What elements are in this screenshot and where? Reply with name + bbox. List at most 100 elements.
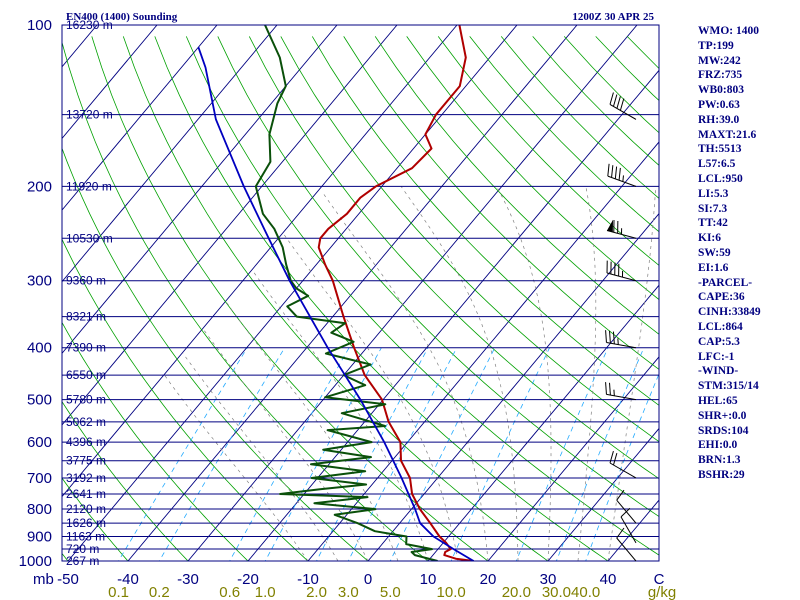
chart-time: 1200Z 30 APR 25: [572, 11, 654, 23]
index-item: HEL:65: [698, 394, 738, 407]
index-item: SHR+:0.0: [698, 409, 747, 422]
mixing-ratio-line: [515, 347, 609, 561]
index-item: SRDS:104: [698, 424, 749, 437]
index-item: RH:39.0: [698, 113, 740, 126]
wind-barb-staff: [620, 516, 637, 544]
isotherm-line: [307, 141, 659, 561]
pressure-tick-label: 800: [27, 501, 52, 518]
index-item: KI:6: [698, 232, 721, 245]
wind-barb: [620, 507, 637, 544]
isotherm-line: [487, 356, 659, 561]
index-item: TH:5513: [698, 143, 742, 156]
isotherm-line: [367, 212, 659, 561]
moist-adiabat-line: [253, 272, 429, 561]
wind-barb: [616, 527, 637, 562]
wind-barb-feather: [605, 382, 607, 395]
wind-barb: [609, 92, 637, 120]
index-item: SI:7.3: [698, 202, 728, 215]
mixing-ratio-line: [158, 347, 286, 561]
dry-adiabat-line: [62, 321, 249, 561]
wind-barb-feather: [614, 166, 618, 179]
dry-adiabat-line: [62, 477, 129, 561]
index-item: LCL:864: [698, 320, 743, 333]
mixing-ratio-line: [229, 347, 350, 561]
mixing-ratio-label: 3.0: [338, 584, 359, 600]
dry-adiabat-line: [185, 36, 659, 556]
index-item: TP:199: [698, 39, 734, 52]
temperature-tick-label: -10: [297, 571, 319, 588]
pressure-tick-label: 100: [27, 17, 52, 34]
mixing-ratio-line: [585, 372, 659, 561]
isotherm-line: [127, 25, 578, 561]
height-label: 4396 m: [66, 435, 106, 449]
height-label: 10530 m: [66, 231, 113, 245]
dry-adiabat-line: [62, 147, 369, 561]
index-item: TT:42: [698, 217, 728, 230]
moist-adiabat-line: [164, 374, 309, 561]
mixing-ratio-label: 5.0: [380, 584, 401, 600]
height-label: 3775 m: [66, 454, 106, 468]
wind-barb: [606, 260, 637, 282]
wind-barb-feather: [616, 527, 625, 539]
wind-barb-staff: [606, 272, 637, 282]
mixing-ratio-label: 1.0: [255, 584, 276, 600]
index-item: SW:59: [698, 246, 731, 259]
index-item: -WIND-: [698, 365, 739, 378]
dry-adiabat-line: [122, 36, 549, 561]
height-label: 13720 m: [66, 108, 113, 122]
pressure-tick-label: 600: [27, 434, 52, 451]
index-item: CAPE:36: [698, 291, 745, 304]
moist-adiabat-line: [203, 329, 369, 561]
mixing-ratio-label: 30.0: [542, 584, 571, 600]
index-item: FRZ:735: [698, 69, 743, 82]
index-item: -PARCEL-: [698, 276, 753, 289]
wind-barb-feather: [612, 331, 615, 344]
wind-barb-feather: [613, 94, 618, 107]
height-label: 720 m: [66, 542, 99, 556]
wind-barb-half-feather: [622, 175, 624, 182]
wind-barb-staff: [606, 393, 637, 401]
parcel-trace: [197, 46, 475, 561]
dry-adiabat-line: [280, 36, 659, 443]
wind-barb-feather: [620, 507, 631, 518]
height-label: 5062 m: [66, 415, 106, 429]
isotherm-line: [67, 25, 518, 561]
mixing-ratio-label: 0.2: [149, 584, 170, 600]
temperature-tick-label: -50: [57, 571, 79, 588]
plot-frame: [61, 24, 660, 562]
wind-barb-feather: [618, 167, 621, 181]
mixing-ratio-label: 10.0: [437, 584, 466, 600]
height-label: 1626 m: [66, 516, 106, 530]
height-label: 11920 m: [66, 179, 112, 193]
wind-barb-staff: [609, 103, 637, 120]
stability-index-list: WMO: 1400 TP:199 MW:242 FRZ:735 WB0:803 PW:0.…: [698, 24, 798, 483]
sounding-traces: [197, 25, 475, 561]
pressure-tick-label: 500: [27, 392, 52, 409]
wind-barb: [609, 450, 637, 479]
wind-barb: [616, 489, 637, 524]
wind-barb-feather: [609, 450, 614, 464]
pressure-tick-label: 300: [27, 273, 52, 290]
index-item: EI:1.6: [698, 261, 729, 274]
mixing-ratio-line: [347, 347, 458, 561]
pressure-tick-label: 1000: [19, 553, 52, 570]
height-label: 3192 m: [66, 471, 106, 485]
mixing-ratio-line: [316, 347, 429, 561]
temperature-tick-label: 20: [480, 571, 497, 588]
wind-barb-feather: [616, 489, 625, 501]
wind-barb-staff: [607, 175, 637, 187]
index-item: PW:0.63: [698, 98, 740, 111]
dry-adiabat-line: [154, 36, 609, 561]
height-label: 9360 m: [66, 274, 106, 288]
dry-adiabat-line: [62, 400, 189, 561]
index-item: STM:315/14: [698, 380, 759, 393]
dry-adiabat-line: [217, 36, 659, 518]
mixing-ratio-line: [264, 347, 382, 561]
wind-barb: [607, 163, 637, 187]
mixing-ratio-line: [118, 347, 248, 561]
index-item: LFC:-1: [698, 350, 735, 363]
wind-barb: [605, 330, 637, 349]
wind-barb-staff: [609, 462, 637, 479]
